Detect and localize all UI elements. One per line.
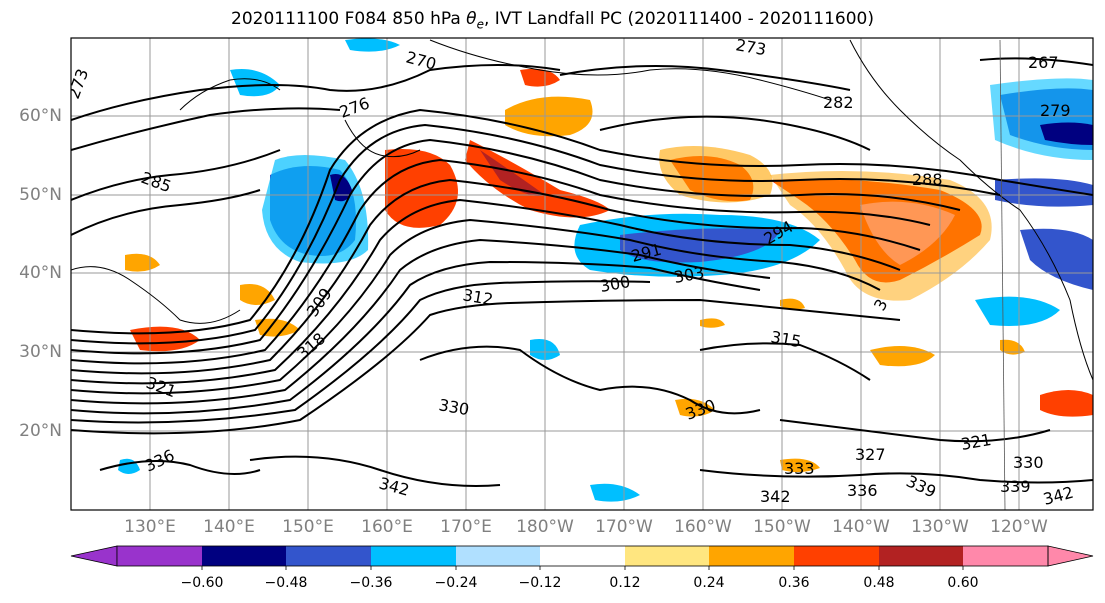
lon-label: 150°W — [753, 517, 811, 537]
colorbar-frame — [116, 545, 1049, 567]
colorbar-high-extend — [1047, 545, 1094, 567]
colorbar-segment — [963, 546, 1048, 566]
lon-label: 160°E — [361, 517, 413, 537]
colorbar-segment — [625, 546, 709, 566]
colorbar-tick-label: 0.24 — [693, 575, 725, 591]
map-content: 273 270 276 273 267 285 282 279 288 291 … — [71, 35, 1093, 510]
lon-label: 120°W — [990, 517, 1048, 537]
colorbar-tick-label: 0.36 — [778, 575, 810, 591]
colorbar-tick-label: 0.60 — [947, 575, 979, 591]
lon-label: 170°E — [440, 517, 492, 537]
contour-label: 339 — [1000, 477, 1031, 496]
colorbar-segment — [540, 546, 625, 566]
contour-label: 336 — [847, 481, 878, 500]
colorbar-segment — [879, 546, 963, 566]
colorbar-tick-label: −0.48 — [264, 575, 308, 591]
colorbar-segment — [709, 546, 794, 566]
lat-label: 20°N — [19, 421, 62, 441]
colorbar-segment — [202, 546, 286, 566]
colorbar-tick-label: −0.12 — [518, 575, 562, 591]
colorbar — [70, 545, 1094, 570]
contour-label: 333 — [784, 459, 815, 478]
lon-label: 130°E — [124, 517, 176, 537]
contour-label: 282 — [823, 93, 854, 112]
lat-label: 40°N — [19, 263, 62, 283]
colorbar-segment — [371, 546, 456, 566]
contour-label: 342 — [760, 487, 791, 506]
map-frame — [70, 37, 1094, 511]
contour-label: 273 — [734, 35, 767, 59]
colorbar-segment — [794, 546, 879, 566]
theta-e-contours — [71, 57, 1093, 487]
colorbar-low-extend — [70, 545, 118, 567]
contour-label: 327 — [855, 445, 886, 464]
colorbar-tick-label: −0.36 — [349, 575, 393, 591]
lon-label: 170°W — [595, 517, 653, 537]
colorbar-tick-label: 0.12 — [609, 575, 641, 591]
colorbar-segment — [286, 546, 371, 566]
lat-label: 60°N — [19, 106, 62, 126]
lon-label: 130°W — [911, 517, 969, 537]
lat-label: 50°N — [19, 185, 62, 205]
contour-label: 288 — [912, 170, 943, 189]
lon-label: 160°W — [674, 517, 732, 537]
pc-shading — [118, 38, 1093, 502]
colorbar-tick-label: −0.60 — [180, 575, 224, 591]
contour-label: 330 — [1013, 453, 1044, 472]
contour-label: 279 — [1040, 101, 1071, 120]
lon-label: 140°W — [832, 517, 890, 537]
lon-label: 140°E — [203, 517, 255, 537]
colorbar-ticks — [201, 566, 964, 570]
lon-label: 180°W — [516, 517, 574, 537]
lon-label: 150°E — [282, 517, 334, 537]
colorbar-segment — [456, 546, 540, 566]
colorbar-tick-label: 0.48 — [863, 575, 895, 591]
coastlines — [71, 39, 1093, 510]
contour-label: 267 — [1028, 53, 1059, 72]
gridlines — [71, 38, 1093, 510]
lat-label: 30°N — [19, 342, 62, 362]
map-title: 2020111100 F084 850 hPa θe, IVT Landfall… — [231, 9, 874, 32]
colorbar-segment — [117, 546, 202, 566]
colorbar-tick-label: −0.24 — [434, 575, 478, 591]
